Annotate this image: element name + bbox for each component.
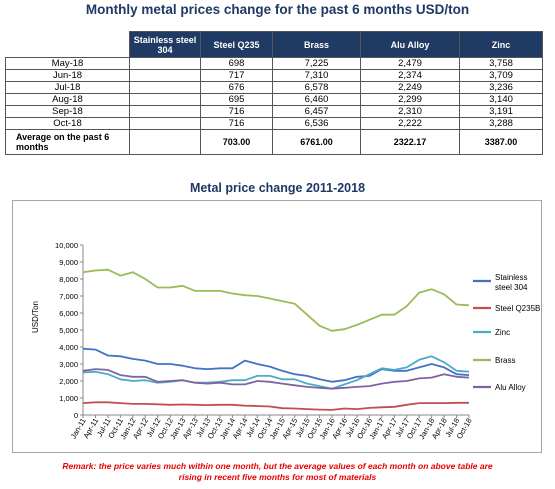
table-cell-brass: 6,457 <box>272 105 361 118</box>
y-tick-label: 8,000 <box>59 275 78 284</box>
table-header-row: Stainless steel 304 Steel Q235 Brass Alu… <box>5 31 543 58</box>
legend-label-zinc: Zinc <box>495 328 510 337</box>
table-cell-alu: 2,299 <box>360 93 460 106</box>
table-cell-stainless <box>129 69 201 82</box>
series-line-brass <box>82 268 470 332</box>
table-cell-steel: 716 <box>200 117 273 130</box>
table-cell-month: May-18 <box>5 57 130 70</box>
chart-title: Metal price change 2011-2018 <box>189 181 366 195</box>
price-table: Stainless steel 304 Steel Q235 Brass Alu… <box>5 31 543 155</box>
table-cell-stainless <box>129 105 201 118</box>
table-cell-brass: 7,225 <box>272 57 361 70</box>
y-axis: 0 1,000 2,000 3,000 4,000 5,000 6,000 7,000 8,00… <box>55 241 84 420</box>
table-cell-steel: 717 <box>200 69 273 82</box>
table-header-alu: Alu Alloy <box>360 31 460 58</box>
table-row: Aug-18 695 6,460 2,299 3,140 <box>5 93 543 106</box>
page-title: Monthly metal prices change for the past… <box>85 2 470 17</box>
line-chart: 0 1,000 2,000 3,000 4,000 5,000 6,000 7,000 8,00… <box>12 200 542 453</box>
y-axis-label: USD/Ton <box>31 301 40 333</box>
y-tick-label: 6,000 <box>59 309 78 318</box>
table-cell-stainless <box>129 93 201 106</box>
table-cell-month: Jul-18 <box>5 81 130 94</box>
table-row: Jun-18 717 7,310 2,374 3,709 <box>5 69 543 82</box>
table-header-zinc: Zinc <box>459 31 543 58</box>
remark-text: Remark: the price varies much within one… <box>62 461 493 482</box>
table-cell-zinc: 3,140 <box>459 93 543 106</box>
table-cell-month: Jun-18 <box>5 69 130 82</box>
table-cell-month: Sep-18 <box>5 105 130 118</box>
table-cell-brass: 6,578 <box>272 81 361 94</box>
table-row: Sep-18 716 6,457 2,310 3,191 <box>5 105 543 118</box>
table-cell-month: Aug-18 <box>5 93 130 106</box>
table-cell-zinc: 3,236 <box>459 81 543 94</box>
y-tick-label: 1,000 <box>59 394 78 403</box>
series-line-stainless-steel-304 <box>82 347 470 383</box>
table-cell-alu: 2,310 <box>360 105 460 118</box>
series-lines <box>82 268 470 411</box>
table-cell-stainless <box>129 57 201 70</box>
chart-svg: 0 1,000 2,000 3,000 4,000 5,000 6,000 7,000 8,00… <box>31 241 540 441</box>
series-line-steel-q235b <box>82 401 469 411</box>
table-cell-zinc: 3,709 <box>459 69 543 82</box>
y-tick-label: 2,000 <box>59 377 78 386</box>
table-average-brass: 6761.00 <box>272 129 361 155</box>
table-header-steel: Steel Q235 <box>200 31 273 58</box>
table-cell-alu: 2,479 <box>360 57 460 70</box>
y-tick-label: 9,000 <box>59 258 78 267</box>
y-tick-label: 4,000 <box>59 343 78 352</box>
table-row: May-18 698 7,225 2,479 3,758 <box>5 57 543 70</box>
chart-legend: Stainless steel 304 Steel Q235B Zinc Brass Al… <box>473 273 540 392</box>
table-average-steel: 703.00 <box>200 129 273 155</box>
table-average-row: Average on the past 6 months 703.00 6761… <box>5 129 543 155</box>
x-axis: Jan-11Apr-11Jul-11Oct-11Jan-12Apr-12Jul-… <box>69 414 474 441</box>
table-cell-zinc: 3,758 <box>459 57 543 70</box>
table-cell-steel: 716 <box>200 105 273 118</box>
table-cell-month: Oct-18 <box>5 117 130 130</box>
table-cell-stainless <box>129 81 201 94</box>
table-cell-alu: 2,222 <box>360 117 460 130</box>
legend-label-brass: Brass <box>495 356 515 365</box>
legend-label-steel-q235b: Steel Q235B <box>495 304 540 313</box>
table-average-label: Average on the past 6 months <box>5 129 130 155</box>
table-average-stainless <box>129 129 201 155</box>
table-average-alu: 2322.17 <box>360 129 460 155</box>
table-header-stainless: Stainless steel 304 <box>129 31 201 58</box>
table-cell-brass: 6,536 <box>272 117 361 130</box>
table-cell-steel: 698 <box>200 57 273 70</box>
y-tick-label: 0 <box>74 411 78 420</box>
table-row: Jul-18 676 6,578 2,249 3,236 <box>5 81 543 94</box>
legend-label-stainless-steel-304: Stainless steel 304 <box>495 273 528 292</box>
table-cell-stainless <box>129 117 201 130</box>
table-header-brass: Brass <box>272 31 361 58</box>
table-cell-steel: 695 <box>200 93 273 106</box>
legend-label-alu-alloy: Alu Alloy <box>495 383 526 392</box>
table-cell-alu: 2,249 <box>360 81 460 94</box>
y-tick-label: 10,000 <box>55 241 78 250</box>
table-row: Oct-18 716 6,536 2,222 3,288 <box>5 117 543 130</box>
table-header-blank <box>5 31 130 58</box>
y-tick-label: 3,000 <box>59 360 78 369</box>
table-cell-zinc: 3,288 <box>459 117 543 130</box>
table-cell-alu: 2,374 <box>360 69 460 82</box>
series-line-alu-alloy <box>82 368 470 390</box>
table-cell-brass: 6,460 <box>272 93 361 106</box>
table-cell-steel: 676 <box>200 81 273 94</box>
table-average-zinc: 3387.00 <box>459 129 543 155</box>
series-line-zinc <box>82 355 470 390</box>
y-tick-label: 7,000 <box>59 292 78 301</box>
table-cell-brass: 7,310 <box>272 69 361 82</box>
table-cell-zinc: 3,191 <box>459 105 543 118</box>
y-tick-label: 5,000 <box>59 326 78 335</box>
